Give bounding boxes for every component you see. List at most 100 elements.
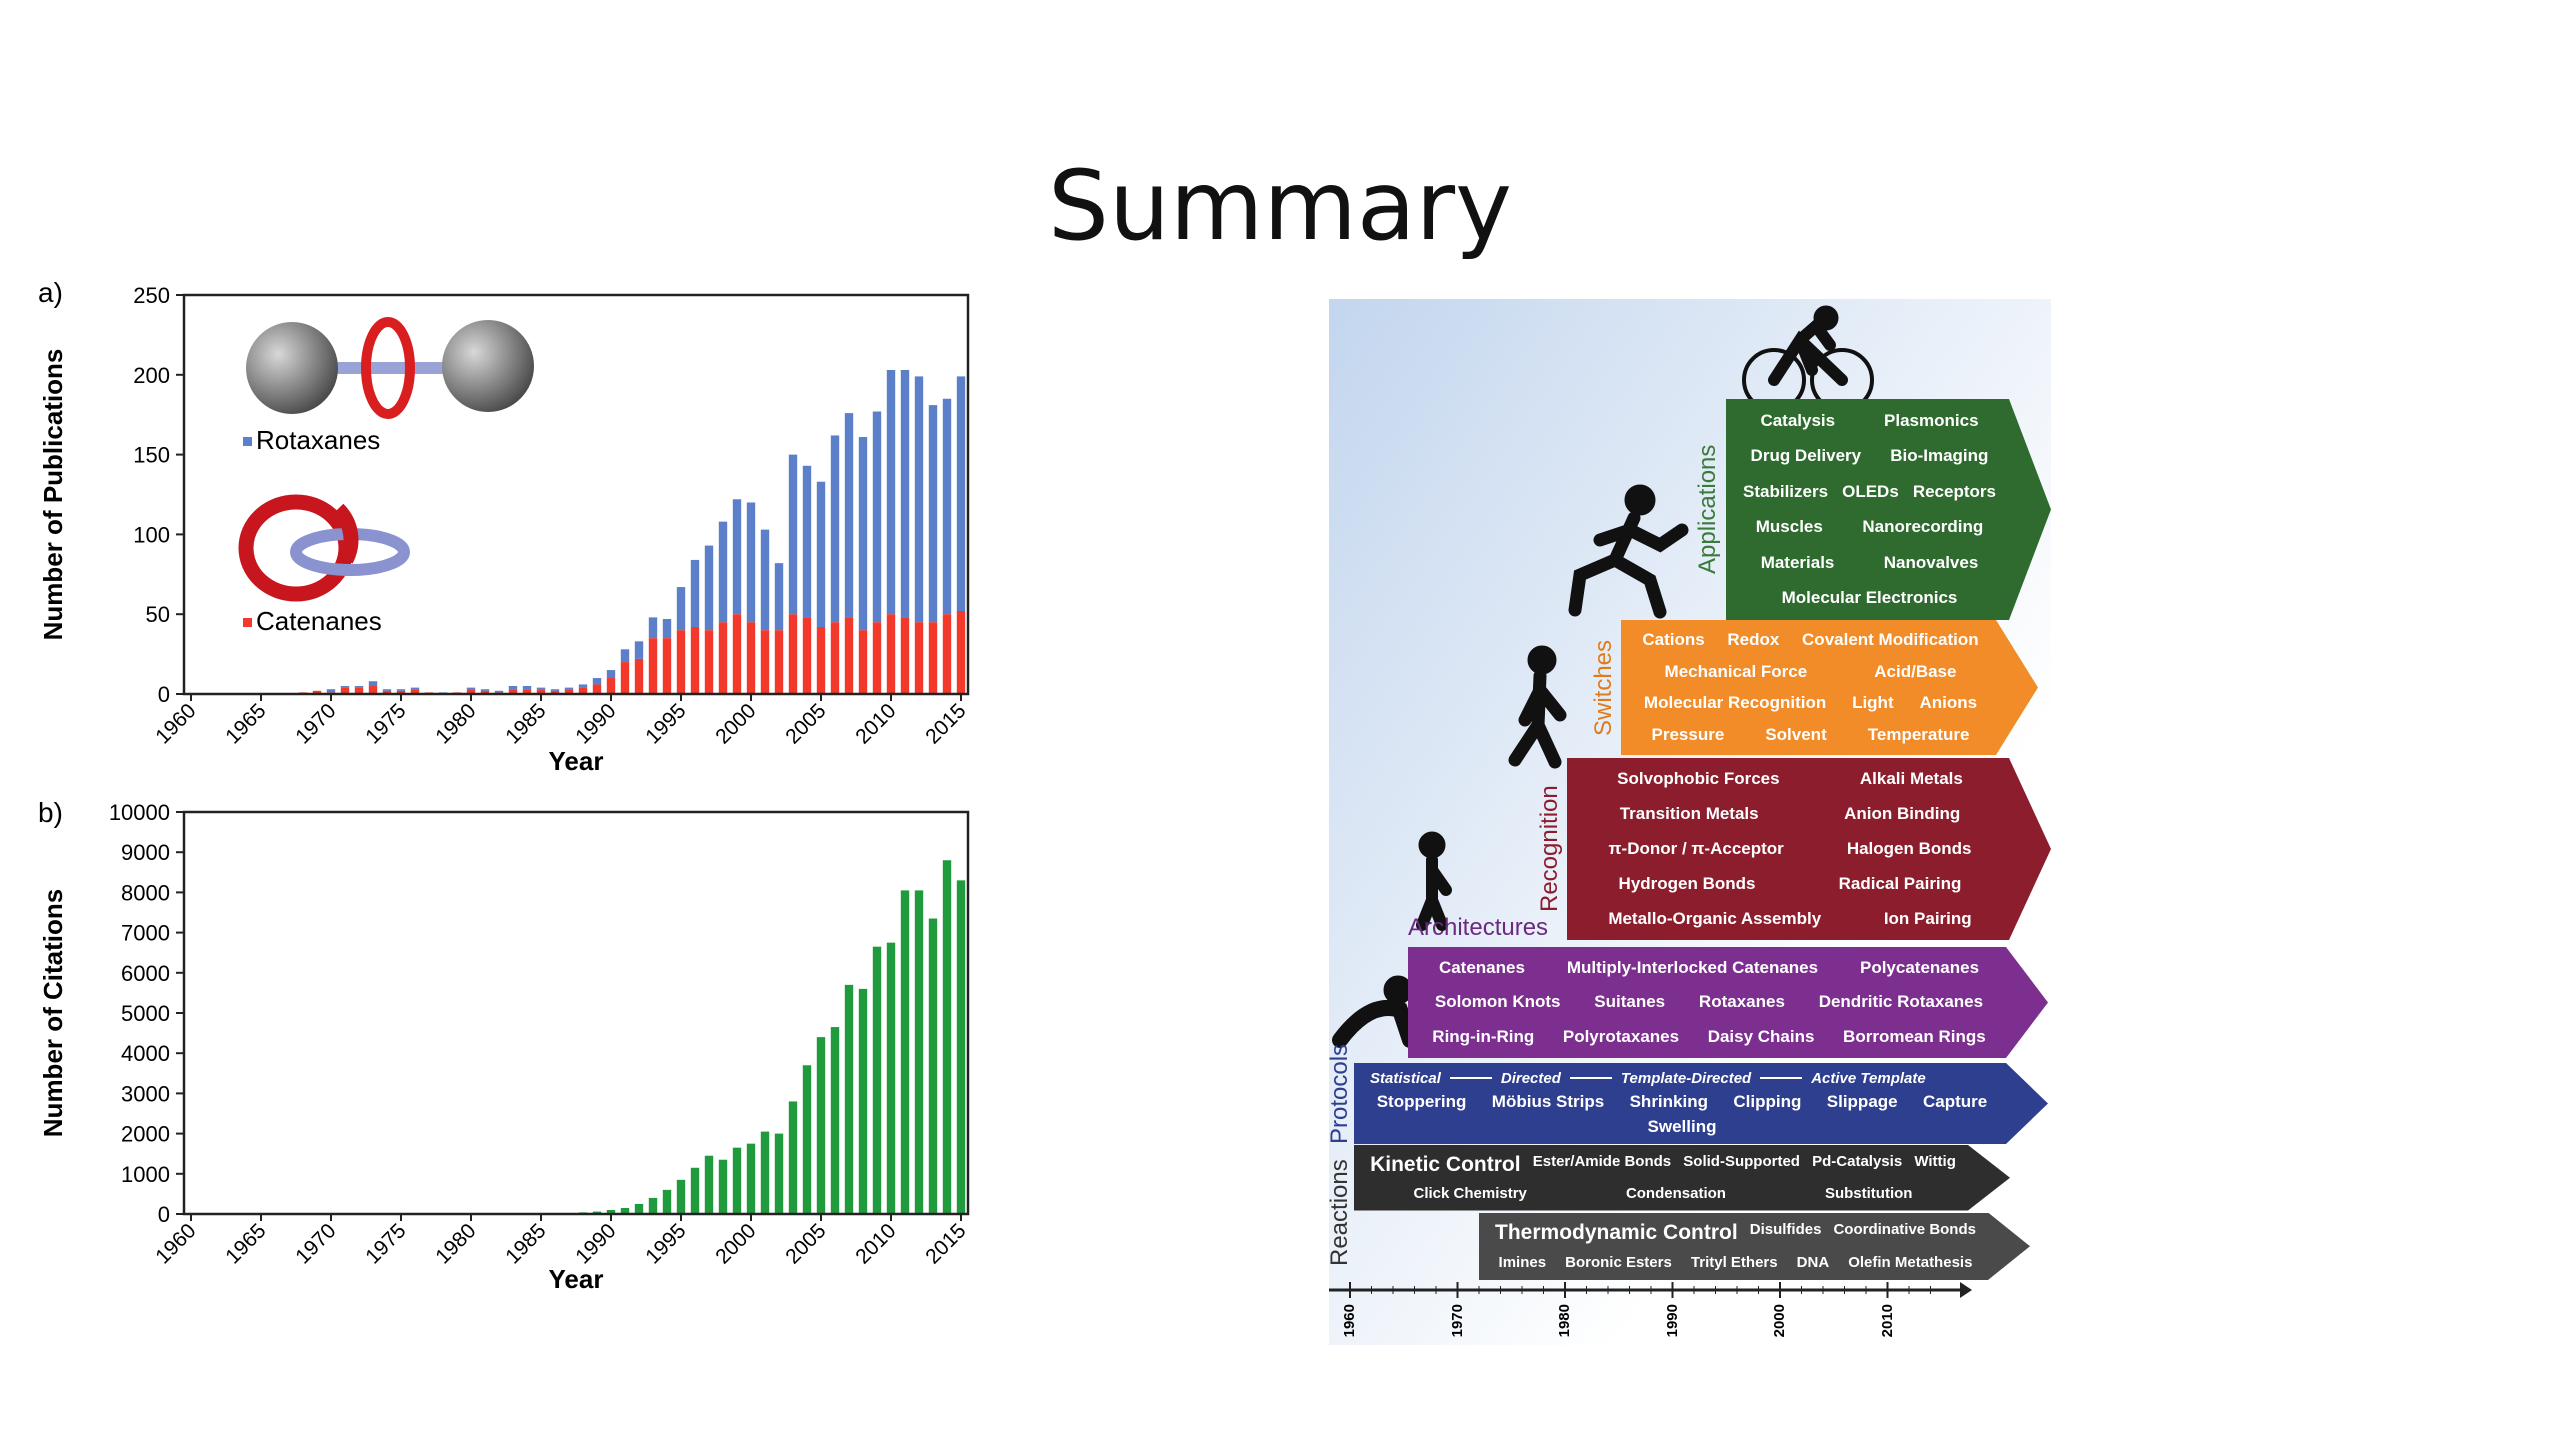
bar-segment — [816, 481, 826, 627]
y-axis-title: Number of Publications — [38, 349, 68, 641]
x-tick-label: 1990 — [571, 699, 620, 748]
figures — [1332, 305, 1874, 1048]
x-tick-label: 1995 — [641, 1219, 690, 1268]
stage-item: Boronic Esters — [1565, 1254, 1672, 1272]
bar — [634, 1203, 644, 1214]
stage-item: Polycatenanes — [1859, 958, 1980, 978]
bar-segment — [732, 614, 742, 694]
panel-label: b) — [38, 797, 63, 828]
bar-segment — [928, 405, 938, 623]
stage-item: Bio-Imaging — [1890, 446, 1989, 466]
bar-segment — [648, 617, 658, 639]
bar-segment — [718, 521, 728, 623]
x-tick-label: 1975 — [361, 699, 410, 748]
bar-segment — [956, 376, 966, 612]
x-axis-title: Year — [549, 746, 604, 776]
baby-icon — [1332, 975, 1418, 1048]
bar — [704, 1155, 714, 1214]
stage-item: Temperature — [1867, 725, 1970, 745]
bar — [830, 1027, 840, 1214]
bar-segment — [410, 689, 420, 694]
bar-segment — [382, 689, 392, 691]
stage-item: Hydrogen Bonds — [1618, 873, 1756, 893]
stage-item: Radical Pairing — [1838, 873, 1962, 893]
x-tick-label: 1965 — [221, 1219, 270, 1268]
stage-item: Redox — [1727, 629, 1780, 649]
rotaxane-icon — [246, 317, 534, 419]
stage-item: Anion Binding — [1844, 804, 1961, 824]
sequence-step: Active Template — [1811, 1069, 1926, 1087]
bar — [662, 1189, 672, 1214]
bar-segment — [522, 686, 532, 690]
x-tick-label: 2015 — [921, 699, 970, 748]
bar-segment — [802, 617, 812, 694]
x-tick-label: 1985 — [501, 1219, 550, 1268]
bar-segment — [550, 689, 560, 691]
stage-item: Stabilizers — [1743, 481, 1829, 501]
bar-segment — [900, 617, 910, 694]
bar-segment — [550, 690, 560, 694]
stage-item: Rotaxanes — [1698, 992, 1785, 1012]
x-tick-label: 1975 — [361, 1219, 410, 1268]
bar-segment — [508, 686, 518, 690]
stage-item: Click Chemistry — [1413, 1185, 1527, 1203]
stage-band: Solvophobic Forces Alkali Metals Transitio… — [1567, 758, 2051, 940]
group-label: Kinetic Control — [1370, 1153, 1521, 1177]
stage-item: Capture — [1923, 1091, 1988, 1111]
x-tick-label: 2010 — [851, 699, 900, 748]
bar-segment — [900, 370, 910, 618]
bar-segment — [662, 618, 672, 639]
stage-item: Covalent Modification — [1802, 629, 1979, 649]
bar-segment — [620, 649, 630, 663]
stage-item: Stoppering — [1376, 1091, 1467, 1111]
y-tick-label: 4000 — [121, 1041, 170, 1066]
stage-item: Plasmonics — [1884, 410, 1979, 430]
stage-label: Applications — [1694, 444, 1721, 575]
bar — [802, 1065, 812, 1214]
stage-item: Light — [1852, 693, 1894, 713]
y-tick-label: 5000 — [121, 1001, 170, 1026]
y-tick-label: 10000 — [109, 800, 170, 825]
bar-segment — [592, 678, 602, 685]
bar-segment — [634, 658, 644, 694]
legend-label: Rotaxanes — [256, 425, 380, 455]
bar — [606, 1209, 616, 1214]
reaction-band: Kinetic Control Ester/Amide Bonds Solid-Su… — [1354, 1145, 2010, 1211]
y-axis-title: Number of Citations — [38, 889, 68, 1137]
x-tick-label: 2005 — [781, 1219, 830, 1268]
bar — [676, 1179, 686, 1214]
y-tick-label: 200 — [133, 363, 170, 388]
bar-segment — [480, 689, 490, 691]
stage-label: Recognition — [1536, 785, 1563, 913]
sequence-step: Directed — [1500, 1069, 1561, 1087]
plot-frame — [182, 293, 970, 696]
stage-item: Anions — [1919, 693, 1978, 713]
stage-item: Solvent — [1765, 725, 1827, 745]
stage-label: Reactions — [1326, 1159, 1353, 1266]
stage-item: Mechanical Force — [1664, 661, 1808, 681]
sequence-arrow — [1570, 1077, 1612, 1079]
bar-segment — [662, 638, 672, 694]
x-tick-label: 1980 — [431, 699, 480, 748]
bar-segment — [410, 687, 420, 690]
stage-item: Clipping — [1733, 1091, 1802, 1111]
stage-item: Shrinking — [1629, 1091, 1708, 1111]
bar-segment — [788, 454, 798, 615]
timeline-year: 2010 — [1878, 1304, 1896, 1338]
runner-icon — [1568, 484, 1689, 619]
bar-segment — [830, 435, 840, 623]
bar — [844, 984, 854, 1214]
bar-segment — [816, 626, 826, 694]
x-tick-label: 1990 — [571, 1219, 620, 1268]
panel-label: a) — [38, 277, 63, 308]
bar — [900, 890, 910, 1214]
y-tick-label: 150 — [133, 443, 170, 468]
stage-item: Pd-Catalysis — [1812, 1153, 1903, 1171]
bar-segment — [676, 630, 686, 694]
toddler-icon — [1416, 831, 1452, 931]
x-tick-label: 1970 — [291, 1219, 340, 1268]
bar — [690, 1167, 700, 1214]
stage-item: Condensation — [1625, 1185, 1726, 1203]
sequence-step: Statistical — [1370, 1069, 1441, 1087]
